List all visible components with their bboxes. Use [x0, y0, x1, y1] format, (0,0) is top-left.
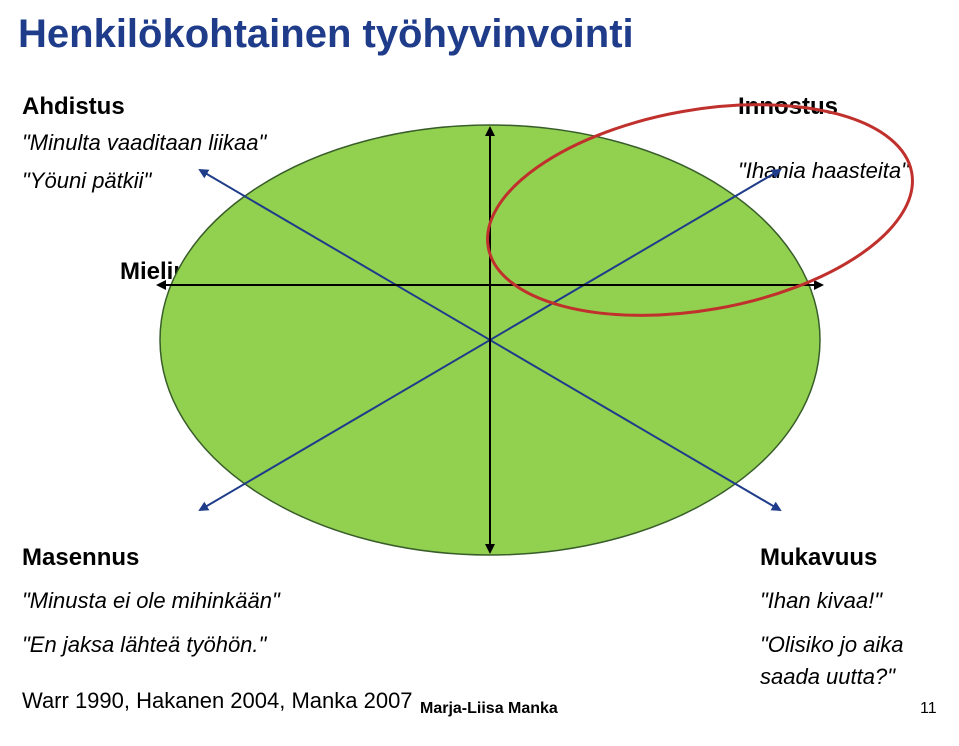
diagram-svg	[0, 0, 959, 746]
